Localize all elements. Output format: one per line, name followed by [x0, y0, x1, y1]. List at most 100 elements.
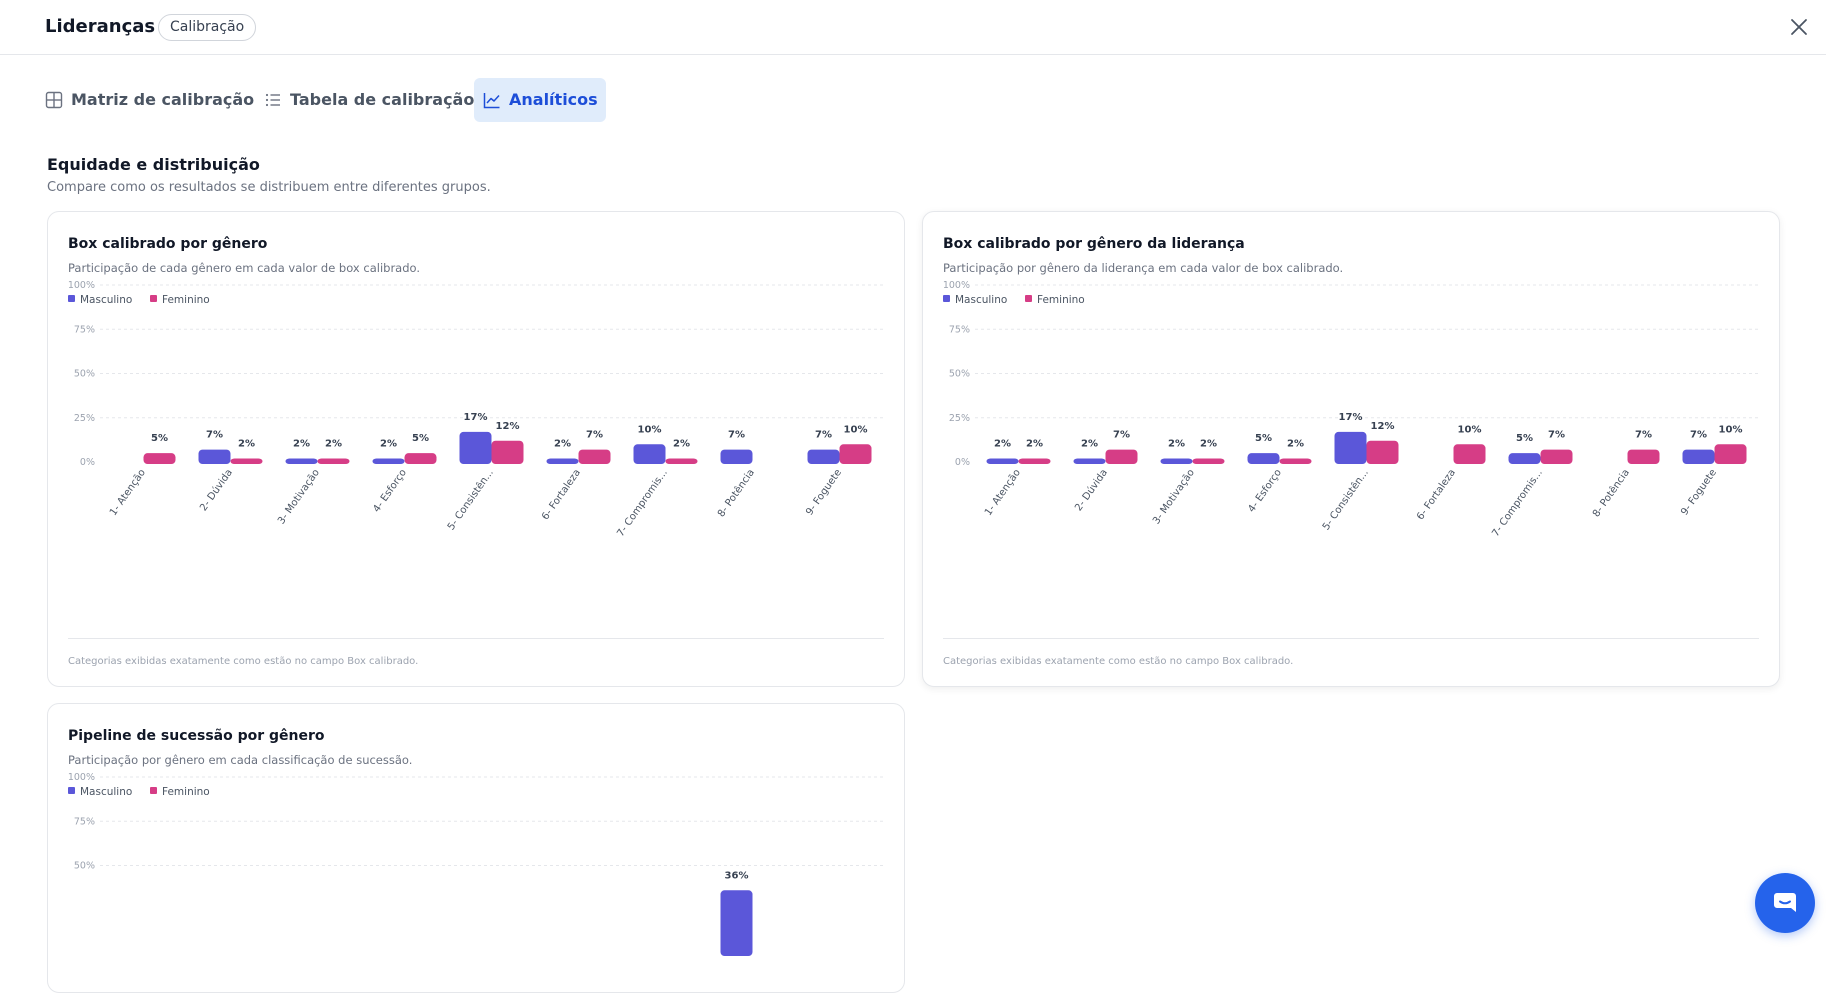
bar-feminino[interactable]	[1453, 444, 1486, 464]
data-label: 10%	[1719, 424, 1743, 435]
card-subtitle: Participação de cada gênero em cada valo…	[68, 261, 421, 275]
bar-feminino[interactable]	[1279, 458, 1312, 464]
y-tick-label: 25%	[74, 413, 95, 424]
bar-masculino[interactable]	[546, 458, 579, 464]
y-tick-label: 75%	[74, 324, 95, 335]
data-label: 5%	[151, 433, 168, 444]
data-label: 7%	[1548, 430, 1565, 441]
bar-feminino[interactable]	[578, 449, 611, 464]
data-label: 2%	[293, 438, 310, 449]
bar-masculino[interactable]	[1247, 453, 1280, 464]
bar-feminino[interactable]	[1105, 449, 1138, 464]
y-tick-label: 75%	[949, 324, 970, 335]
data-label: 2%	[994, 438, 1011, 449]
bar-chart: 100% 75% 50% 36%	[68, 772, 883, 956]
x-tick-label: 6- Fortaleza	[1415, 467, 1458, 522]
divider	[68, 638, 884, 639]
data-label: 2%	[554, 438, 571, 449]
x-tick-label: 4- Esforço	[371, 467, 409, 514]
card-title: Box calibrado por gênero da liderança	[943, 236, 1245, 252]
bar-feminino[interactable]	[1627, 449, 1660, 464]
y-tick-label: 50%	[74, 861, 95, 872]
bar-masculino[interactable]	[459, 431, 492, 464]
data-label: 2%	[673, 438, 690, 449]
bar-masculino[interactable]	[1073, 458, 1106, 464]
x-tick-label: 5- Consistên...	[1320, 467, 1371, 533]
bar-feminino[interactable]	[404, 453, 437, 464]
bar-feminino[interactable]	[1018, 458, 1051, 464]
section-subtitle: Compare como os resultados se distribuem…	[47, 180, 491, 195]
bar-masculino[interactable]	[285, 458, 318, 464]
tab-tabela-calibracao[interactable]: Tabela de calibração	[255, 78, 474, 122]
tab-analiticos[interactable]: Analíticos	[474, 78, 606, 122]
x-tick-label: 5- Consistên...	[445, 467, 496, 533]
list-icon	[265, 93, 280, 107]
bar-feminino[interactable]	[839, 444, 872, 464]
divider	[943, 638, 1759, 639]
x-tick-label: 1- Atenção	[108, 467, 148, 518]
bar-masculino[interactable]	[1508, 453, 1541, 464]
x-tick-label: 3- Motivação	[276, 467, 322, 526]
x-tick-label: 9- Foguete	[1679, 467, 1719, 517]
tab-matriz-calibracao[interactable]: Matriz de calibração	[36, 78, 254, 122]
bar-feminino[interactable]	[143, 453, 176, 464]
close-button[interactable]	[1784, 12, 1814, 42]
bar-masculino[interactable]	[1160, 458, 1193, 464]
y-tick-label: 0%	[955, 457, 970, 468]
card-footer-note: Categorias exibidas exatamente como estã…	[943, 656, 1294, 667]
card-title: Box calibrado por gênero	[68, 236, 268, 252]
x-tick-label: 2- Dúvida	[197, 467, 235, 513]
bar-masculino[interactable]	[198, 449, 231, 464]
data-label: 10%	[844, 424, 868, 435]
bar-masculino[interactable]	[633, 444, 666, 464]
tab-label: Tabela de calibração	[290, 90, 475, 109]
bar-masculino[interactable]	[1682, 449, 1715, 464]
x-tick-label: 2- Dúvida	[1072, 467, 1110, 513]
bar-feminino[interactable]	[491, 440, 524, 464]
data-label: 17%	[464, 412, 488, 423]
y-tick-label: 50%	[74, 369, 95, 380]
card-title: Pipeline de sucessão por gênero	[68, 728, 325, 744]
bar-feminino[interactable]	[665, 458, 698, 464]
data-label: 17%	[1339, 412, 1363, 423]
x-tick-label: 9- Foguete	[804, 467, 844, 517]
x-tick-label: 1- Atenção	[983, 467, 1023, 518]
x-tick-label: 4- Esforço	[1246, 467, 1284, 514]
bar-masculino[interactable]	[807, 449, 840, 464]
chart-card-pipeline-sucessao: Pipeline de sucessão por gênero Particip…	[47, 703, 905, 993]
data-label: 10%	[1458, 424, 1482, 435]
bar-masculino[interactable]	[1334, 431, 1367, 464]
context-badge: Calibração	[158, 14, 257, 41]
data-label: 12%	[496, 421, 520, 432]
data-label: 5%	[412, 433, 429, 444]
y-tick-label: 75%	[74, 816, 95, 827]
tab-label: Analíticos	[509, 90, 598, 109]
bar-feminino[interactable]	[1192, 458, 1225, 464]
bar-feminino[interactable]	[1366, 440, 1399, 464]
y-tick-label: 50%	[949, 369, 970, 380]
y-tick-label: 25%	[949, 413, 970, 424]
bar-masculino[interactable]	[372, 458, 405, 464]
chat-button[interactable]	[1755, 873, 1815, 933]
bar-feminino[interactable]	[230, 458, 263, 464]
data-label: 12%	[1371, 421, 1395, 432]
page-title: Lideranças	[45, 16, 156, 37]
data-label: 7%	[1635, 430, 1652, 441]
bar-masculino[interactable]	[720, 449, 753, 464]
data-label: 2%	[325, 438, 342, 449]
bar-feminino[interactable]	[1540, 449, 1573, 464]
y-tick-label: 100%	[68, 772, 95, 783]
bar-masculino[interactable]	[986, 458, 1019, 464]
bar-masculino[interactable]	[720, 890, 753, 956]
data-label: 7%	[728, 430, 745, 441]
x-tick-label: 8- Potência	[1590, 467, 1632, 520]
data-label: 7%	[1690, 430, 1707, 441]
x-tick-label: 8- Potência	[715, 467, 757, 520]
legend-item-masculino: Masculino	[943, 294, 1007, 306]
x-tick-label: 3- Motivação	[1151, 467, 1197, 526]
data-label: 2%	[1081, 438, 1098, 449]
x-tick-label: 7- Compromis...	[615, 467, 670, 539]
bar-feminino[interactable]	[1714, 444, 1747, 464]
legend-item-masculino: Masculino	[68, 294, 132, 306]
bar-feminino[interactable]	[317, 458, 350, 464]
